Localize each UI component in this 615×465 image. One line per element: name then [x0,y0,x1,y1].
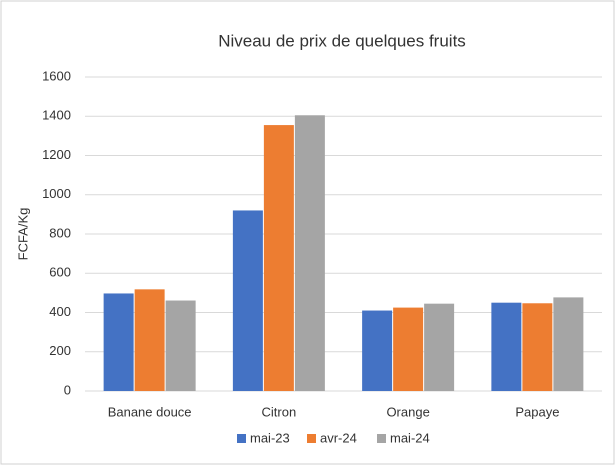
bar [294,115,325,392]
bar [263,125,294,392]
bar [553,297,584,391]
bar [362,310,393,391]
legend-label: mai-23 [250,430,290,445]
legend-swatch [237,434,246,443]
x-tick-label: Orange [386,404,429,419]
bar [165,300,196,391]
bar [491,302,522,391]
y-tick-label: 200 [49,343,71,358]
x-tick-label: Banane douce [108,404,192,419]
y-tick-label: 400 [49,304,71,319]
x-tick-label: Citron [262,404,297,419]
legend-label: avr-24 [320,430,357,445]
chart-title: Niveau de prix de quelques fruits [218,31,466,50]
y-tick-label: 1200 [42,147,71,162]
y-tick-label: 800 [49,225,71,240]
y-tick-label: 1000 [42,186,71,201]
legend-swatch [377,434,386,443]
y-tick-label: 600 [49,265,71,280]
y-tick-label: 0 [64,382,71,397]
y-axis-label: FCFA/Kg [15,208,30,261]
bar [522,303,553,391]
bar [232,210,263,391]
bar [134,289,165,391]
y-tick-label: 1600 [42,68,71,83]
bar [424,303,455,391]
bar [103,293,134,391]
bar [393,307,424,391]
y-tick-label: 1400 [42,108,71,123]
x-tick-label: Papaye [515,404,559,419]
legend-label: mai-24 [390,430,430,445]
legend-swatch [307,434,316,443]
